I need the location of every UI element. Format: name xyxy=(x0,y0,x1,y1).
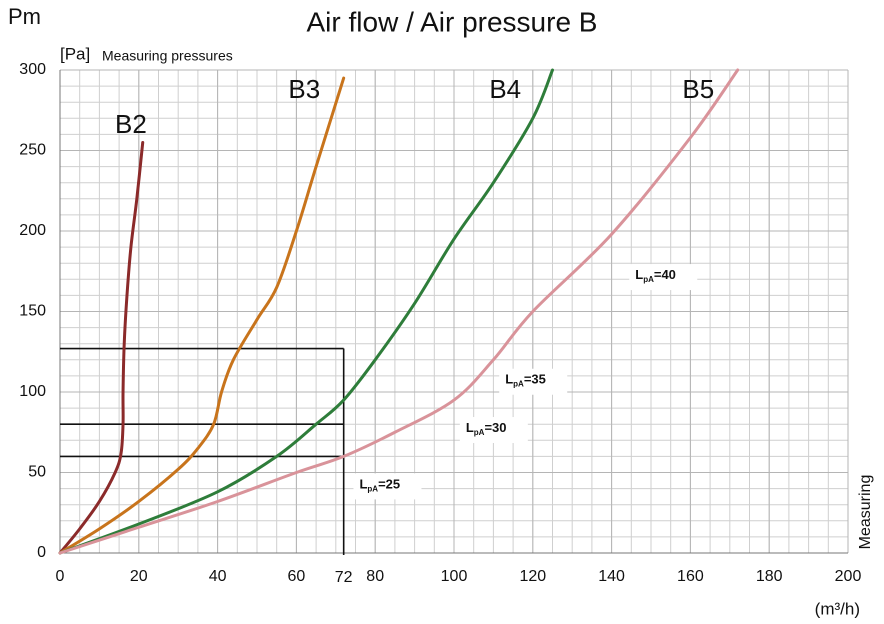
curve-label: B3 xyxy=(288,74,320,104)
y-tick-label: 50 xyxy=(28,464,46,481)
grid xyxy=(59,69,849,554)
curve xyxy=(58,68,740,555)
y-tick-label: 0 xyxy=(37,544,46,561)
y-tick-label: 150 xyxy=(19,303,46,320)
x-tick-label: 40 xyxy=(209,568,227,585)
curve xyxy=(58,76,346,555)
x-tick-label: 60 xyxy=(288,568,306,585)
curve-label: B5 xyxy=(682,74,714,104)
lpa-label: LpA=40 xyxy=(635,268,676,285)
x-tick-label: 180 xyxy=(756,568,783,585)
y-unit: [Pa] xyxy=(60,44,90,63)
y-tick-label: 250 xyxy=(19,142,46,159)
y-tick-label: 300 xyxy=(19,61,46,78)
x-tick-label: 80 xyxy=(366,568,384,585)
side-label: Measuring xyxy=(857,475,874,550)
curve-label: B2 xyxy=(115,109,147,139)
x-tick-label: 120 xyxy=(519,568,546,585)
x-tick-label: 200 xyxy=(835,568,862,585)
x-tick-label: 100 xyxy=(441,568,468,585)
marker-label-bg xyxy=(331,567,356,587)
lpa-label: LpA=25 xyxy=(359,477,400,494)
lpa-label: LpA=30 xyxy=(466,420,507,437)
lpa-box xyxy=(459,417,528,444)
lpa-box xyxy=(629,264,698,291)
x-tick-label: 160 xyxy=(677,568,704,585)
x-unit: (m³/h) xyxy=(815,599,860,618)
chart-title: Air flow / Air pressure B xyxy=(307,6,598,37)
lpa-box xyxy=(499,368,568,395)
curve xyxy=(58,140,145,555)
y-tick-label: 100 xyxy=(19,383,46,400)
x-tick-label: 140 xyxy=(598,568,625,585)
curve-label: B4 xyxy=(489,74,521,104)
lpa-label: LpA=35 xyxy=(505,372,546,389)
y-symbol: Pm xyxy=(8,4,41,29)
y-tick-label: 200 xyxy=(19,222,46,239)
x-tick-label: 0 xyxy=(56,568,65,585)
y-label: Measuring pressures xyxy=(102,48,233,64)
lpa-box xyxy=(353,473,422,500)
curve xyxy=(58,68,554,555)
x-tick-label: 20 xyxy=(130,568,148,585)
marker-x-label: 72 xyxy=(335,569,353,586)
